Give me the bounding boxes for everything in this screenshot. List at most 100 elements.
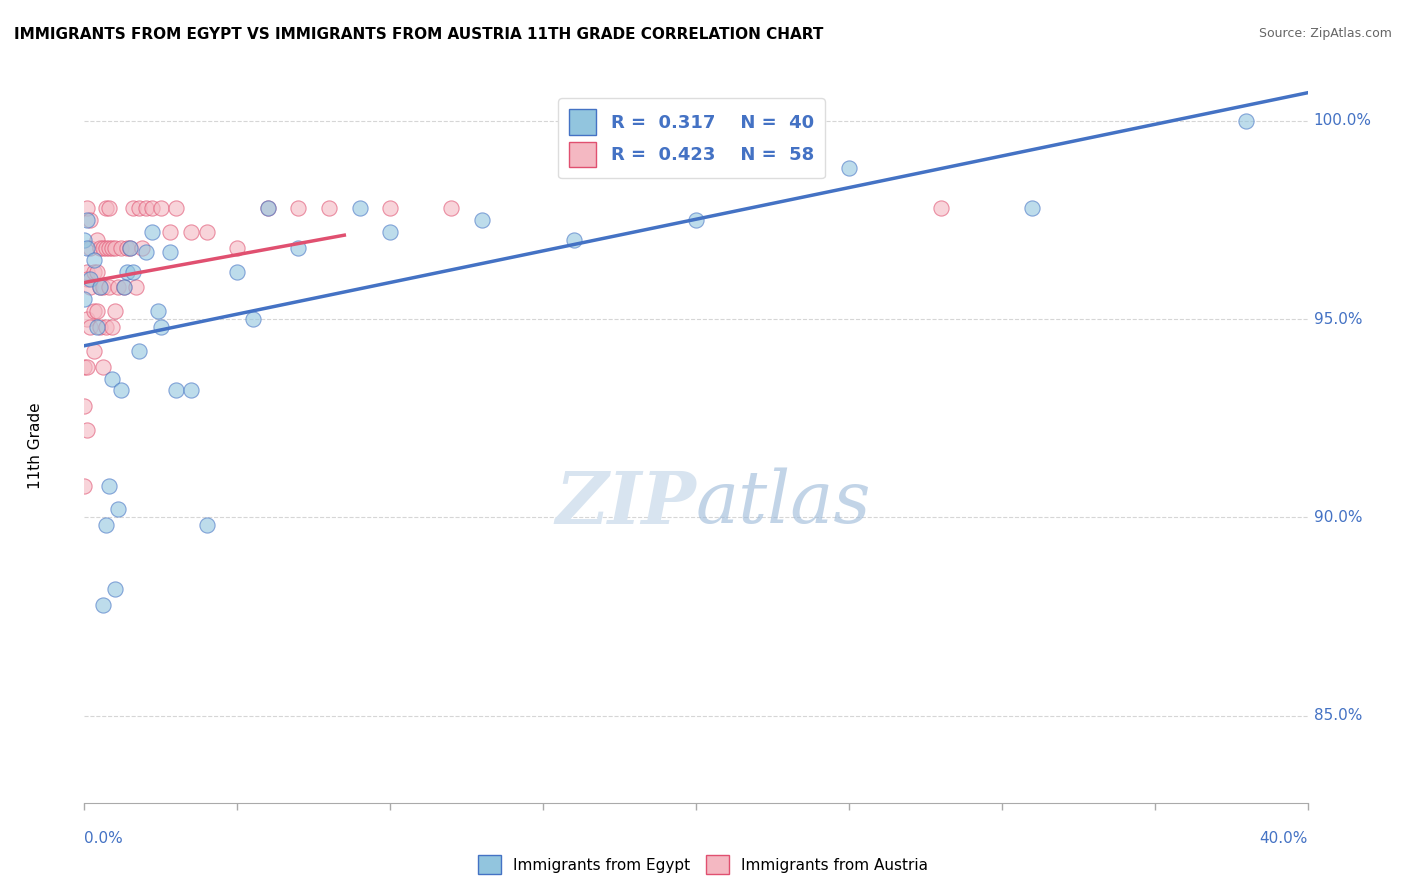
Point: [165, 384, 187, 398]
Point: [76, 272, 98, 286]
Point: [115, 264, 138, 278]
Point: [287, 201, 309, 215]
Point: [76, 201, 98, 215]
Point: [165, 201, 187, 215]
Point: [141, 225, 163, 239]
Point: [91, 359, 114, 374]
Point: [91, 598, 114, 612]
Point: [159, 225, 181, 239]
Point: [929, 201, 952, 215]
Point: [101, 371, 124, 385]
Point: [101, 320, 124, 334]
Point: [149, 320, 172, 334]
Point: [149, 201, 172, 215]
Point: [89, 241, 111, 255]
Point: [97, 478, 120, 492]
Point: [97, 241, 120, 255]
Legend: Immigrants from Egypt, Immigrants from Austria: Immigrants from Egypt, Immigrants from A…: [472, 849, 934, 880]
Text: 95.0%: 95.0%: [1313, 311, 1362, 326]
Point: [83, 252, 105, 267]
Point: [76, 213, 98, 227]
Point: [141, 201, 163, 215]
Point: [86, 233, 108, 247]
Point: [380, 225, 402, 239]
Point: [91, 280, 114, 294]
Point: [94, 518, 117, 533]
Point: [91, 241, 114, 255]
Point: [115, 241, 138, 255]
Point: [257, 201, 280, 215]
Point: [89, 280, 111, 294]
Point: [120, 241, 142, 255]
Point: [83, 343, 105, 358]
Point: [287, 241, 309, 255]
Text: 90.0%: 90.0%: [1313, 510, 1362, 524]
Point: [380, 201, 402, 215]
Point: [159, 244, 181, 259]
Point: [73, 293, 96, 307]
Point: [73, 233, 96, 247]
Point: [120, 241, 142, 255]
Point: [86, 320, 108, 334]
Point: [73, 478, 96, 492]
Point: [122, 201, 145, 215]
Point: [94, 320, 117, 334]
Point: [73, 400, 96, 414]
Text: Source: ZipAtlas.com: Source: ZipAtlas.com: [1258, 27, 1392, 40]
Point: [131, 241, 153, 255]
Point: [89, 320, 111, 334]
Point: [107, 280, 129, 294]
Point: [76, 359, 98, 374]
Legend: R =  0.317    N =  40, R =  0.423    N =  58: R = 0.317 N = 40, R = 0.423 N = 58: [558, 98, 825, 178]
Text: atlas: atlas: [696, 467, 872, 539]
Point: [79, 241, 101, 255]
Point: [94, 201, 117, 215]
Point: [257, 201, 280, 215]
Point: [104, 582, 127, 596]
Point: [195, 518, 218, 533]
Point: [128, 343, 150, 358]
Point: [97, 201, 120, 215]
Text: 40.0%: 40.0%: [1260, 831, 1308, 847]
Text: 85.0%: 85.0%: [1313, 708, 1362, 723]
Point: [86, 264, 108, 278]
Point: [128, 201, 150, 215]
Point: [79, 213, 101, 227]
Point: [76, 312, 98, 326]
Point: [1234, 114, 1257, 128]
Point: [97, 280, 120, 294]
Point: [180, 225, 202, 239]
Point: [195, 225, 218, 239]
Point: [76, 264, 98, 278]
Point: [226, 241, 249, 255]
Point: [349, 201, 371, 215]
Point: [76, 241, 98, 255]
Point: [146, 304, 169, 318]
Point: [110, 241, 132, 255]
Text: IMMIGRANTS FROM EGYPT VS IMMIGRANTS FROM AUSTRIA 11TH GRADE CORRELATION CHART: IMMIGRANTS FROM EGYPT VS IMMIGRANTS FROM…: [14, 27, 824, 42]
Point: [226, 264, 249, 278]
Point: [83, 264, 105, 278]
Point: [104, 241, 127, 255]
Point: [471, 213, 494, 227]
Text: 100.0%: 100.0%: [1313, 113, 1372, 128]
Point: [101, 241, 124, 255]
Point: [79, 280, 101, 294]
Point: [562, 233, 585, 247]
Point: [112, 280, 135, 294]
Point: [83, 304, 105, 318]
Point: [79, 272, 101, 286]
Point: [125, 280, 148, 294]
Point: [1021, 201, 1043, 215]
Point: [685, 213, 707, 227]
Text: 11th Grade: 11th Grade: [28, 402, 44, 490]
Point: [838, 161, 860, 176]
Point: [135, 201, 157, 215]
Text: 0.0%: 0.0%: [84, 831, 124, 847]
Point: [440, 201, 463, 215]
Point: [73, 359, 96, 374]
Text: ZIP: ZIP: [555, 467, 696, 539]
Point: [242, 312, 264, 326]
Point: [107, 502, 129, 516]
Point: [94, 241, 117, 255]
